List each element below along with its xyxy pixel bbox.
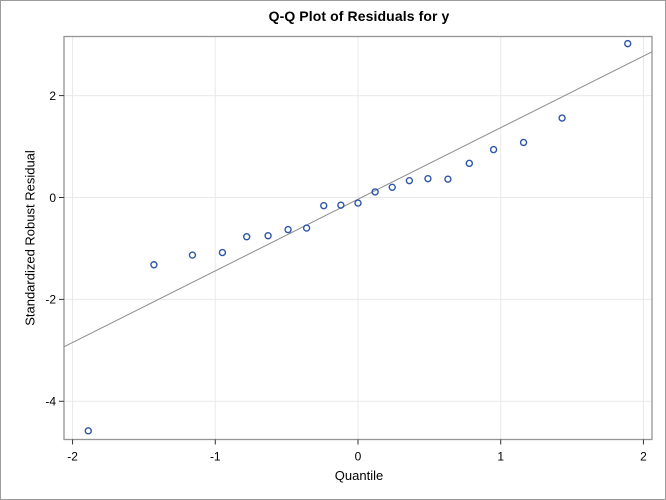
- data-point-marker: [284, 225, 292, 234]
- y-tick-label: 0: [49, 191, 56, 205]
- y-axis-label: Standardized Robust Residual: [22, 150, 38, 326]
- y-tick-label: 2: [49, 89, 56, 103]
- data-point-marker: [424, 174, 432, 183]
- data-point-marker: [84, 427, 92, 435]
- y-tick-label: -4: [45, 395, 56, 409]
- data-point-marker: [444, 175, 452, 183]
- data-point-marker: [242, 233, 251, 241]
- chart-title: Q-Q Plot of Residuals for y: [268, 8, 450, 24]
- data-point-marker: [489, 145, 498, 154]
- x-tick-label: 1: [497, 450, 504, 464]
- data-point-marker: [302, 224, 311, 232]
- data-point-marker: [405, 176, 414, 185]
- x-tick-label: 2: [640, 450, 647, 464]
- x-tick-label: 0: [355, 450, 362, 464]
- x-tick-label: -1: [210, 450, 221, 464]
- data-point-marker: [371, 188, 379, 196]
- x-axis-label: Quantile: [334, 468, 384, 483]
- x-tick-label: -2: [67, 450, 78, 464]
- data-point-marker: [337, 201, 345, 209]
- data-point-marker: [388, 183, 396, 192]
- data-point-marker: [558, 114, 566, 122]
- y-tick-label: -2: [45, 293, 56, 307]
- data-point-marker: [354, 199, 362, 207]
- data-point-marker: [519, 138, 528, 147]
- data-point-marker: [218, 248, 227, 257]
- data-point-marker: [320, 201, 328, 210]
- data-point-marker: [465, 159, 474, 168]
- data-point-marker: [624, 39, 632, 48]
- data-point-marker: [264, 232, 272, 240]
- data-point-marker: [188, 251, 197, 259]
- data-point-marker: [150, 261, 158, 269]
- reference-line: [63, 51, 653, 348]
